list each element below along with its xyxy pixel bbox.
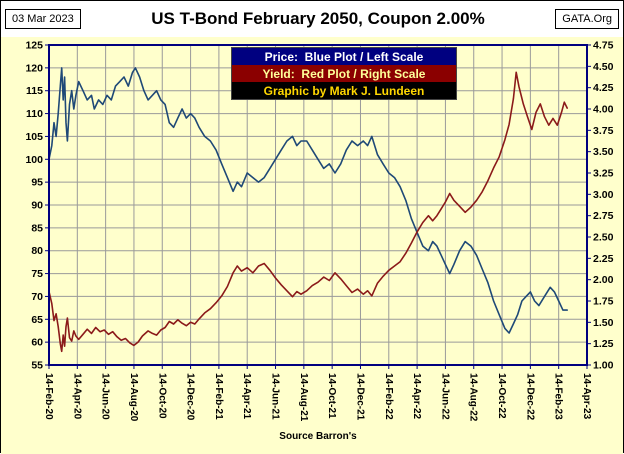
left-axis-tick-label: 75 — [31, 268, 43, 280]
x-axis-tick-label: 14-Dec-20 — [185, 373, 196, 421]
header-bar: 03 Mar 2023 US T-Bond February 2050, Cou… — [1, 1, 623, 37]
right-axis-tick-label: 1.50 — [593, 317, 614, 329]
right-axis-tick-label: 3.50 — [593, 146, 614, 158]
right-axis-tick-label: 4.75 — [593, 40, 614, 52]
x-axis-tick-label: 14-Apr-23 — [581, 373, 592, 420]
left-axis-tick-label: 115 — [26, 85, 43, 97]
left-axis-tick-label: 55 — [31, 360, 43, 372]
right-axis-tick-label: 1.25 — [593, 338, 614, 350]
x-axis-tick-label: 14-Aug-22 — [468, 373, 479, 422]
left-axis-tick-label: 110 — [26, 108, 43, 120]
x-axis-tick-label: 14-Apr-21 — [241, 373, 252, 420]
x-axis-tick-label: 14-Aug-20 — [128, 373, 139, 422]
x-axis-tick-label: 14-Oct-21 — [326, 373, 337, 419]
x-axis-tick-label: 14-Jun-22 — [439, 373, 450, 420]
right-axis-tick-label: 3.00 — [593, 189, 614, 201]
series-line-price — [48, 67, 569, 334]
legend-yield-row: Yield: Red Plot / Right Scale — [232, 65, 456, 82]
x-axis-tick-label: 14-Apr-22 — [411, 373, 422, 420]
date-box: 03 Mar 2023 — [5, 9, 81, 29]
chart-figure: 125 120 115 110 105 100 95 90 85 80 75 70 65 60 55 4.75… — [1, 37, 623, 454]
legend-credit-row: Graphic by Mark J. Lundeen — [232, 82, 456, 99]
x-axis-tick-label: 14-Dec-21 — [354, 373, 365, 421]
x-axis-tick-label: 14-Jun-21 — [270, 373, 281, 420]
right-axis-tick-label: 4.00 — [593, 104, 614, 116]
page-title: US T-Bond February 2050, Coupon 2.00% — [151, 9, 485, 28]
right-axis-tick-label: 4.50 — [593, 61, 614, 73]
x-axis-tick-label: 14-Oct-20 — [156, 373, 167, 419]
left-axis-tick-label: 125 — [25, 40, 43, 52]
x-axis-tick-label: 14-Feb-22 — [383, 373, 394, 420]
x-axis-tick-label: 14-Feb-23 — [553, 373, 564, 420]
left-axis-tick-label: 60 — [31, 337, 43, 349]
x-axis-tick-label: 14-Aug-21 — [298, 373, 309, 422]
x-axis-tick-label: 14-Oct-22 — [496, 373, 507, 419]
left-axis-tick-label: 95 — [31, 177, 43, 189]
right-axis-tick-label: 1.75 — [593, 296, 614, 308]
right-axis-tick-label: 2.00 — [593, 274, 614, 286]
x-axis-tick-label: 14-Apr-20 — [71, 373, 82, 420]
legend-price-row: Price: Blue Plot / Left Scale — [232, 48, 456, 65]
left-axis-tick-label: 100 — [25, 154, 43, 166]
chart-canvas: 125 120 115 110 105 100 95 90 85 80 75 70 65 60 55 4.75… — [25, 40, 614, 422]
right-axis-tick-label: 1.00 — [593, 360, 614, 372]
brand-box: GATA.Org — [555, 9, 619, 29]
right-axis-tick-label: 3.25 — [593, 168, 614, 180]
source-caption: Source Barron's — [279, 431, 357, 442]
left-axis-tick-label: 70 — [31, 291, 43, 303]
right-axis-tick-label: 3.75 — [593, 125, 614, 137]
series-line-yield — [48, 71, 569, 353]
left-axis-tick-label: 105 — [25, 131, 43, 143]
x-axis-tick-label: 14-Jun-20 — [100, 373, 111, 420]
x-axis-tick-label: 14-Feb-21 — [213, 373, 224, 420]
left-axis-tick-label: 65 — [31, 314, 43, 326]
left-axis-tick-label: 80 — [31, 245, 43, 257]
left-axis-tick-label: 90 — [31, 200, 43, 212]
right-axis-tick-label: 4.25 — [593, 82, 614, 94]
right-axis-tick-label: 2.25 — [593, 253, 614, 265]
x-axis-tick-label: 14-Feb-20 — [43, 373, 54, 420]
chart-legend: Price: Blue Plot / Left Scale Yield: Red… — [231, 47, 457, 100]
left-axis-tick-label: 120 — [25, 62, 43, 74]
right-axis-tick-label: 2.75 — [593, 210, 614, 222]
x-axis-tick-label: 14-Dec-22 — [524, 373, 535, 421]
right-axis-tick-label: 2.50 — [593, 232, 614, 244]
left-axis-tick-label: 85 — [31, 222, 43, 234]
